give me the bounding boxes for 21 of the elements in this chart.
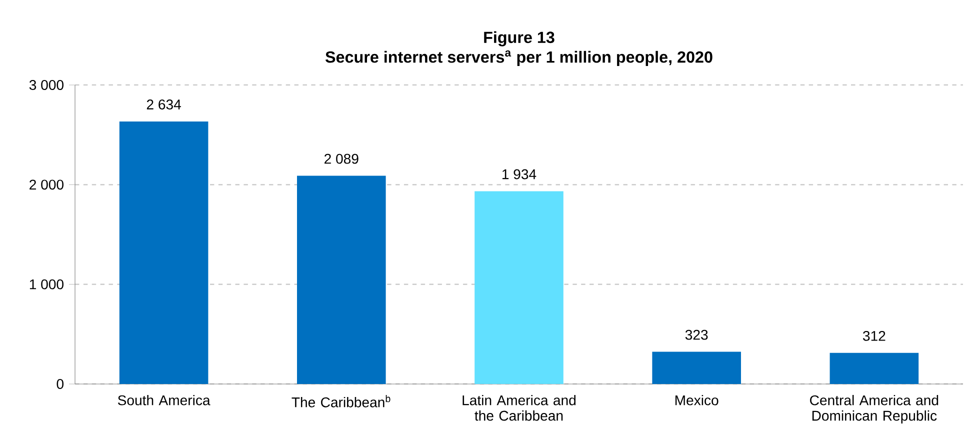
bar: [297, 176, 386, 384]
x-tick-label: The Caribbean$^{b}$: [292, 394, 390, 408]
x-tick-label: Central America and Dominican Republic: [810, 394, 938, 424]
data-label: 323: [685, 330, 708, 340]
bar: [474, 191, 564, 384]
data-label: 2 089: [324, 154, 358, 164]
x-tick-label: South America: [118, 394, 210, 406]
data-label: 1 934: [502, 169, 536, 180]
chart-title: Figure 13: [484, 31, 554, 46]
bar: [652, 352, 741, 384]
y-tick-label: 2 000: [30, 180, 64, 190]
data-label: 2 634: [146, 100, 181, 110]
bar: [830, 352, 919, 384]
chart-subtitle: Secure internet servers$^{a}$ per 1 million people, 2020: [325, 50, 712, 66]
data-label: 312: [862, 330, 886, 341]
x-tick-label: Mexico: [675, 394, 718, 406]
x-tick-label: Latin America and the Caribbean: [462, 394, 576, 421]
y-tick-label: 3 000: [29, 80, 64, 90]
y-tick-label: 0: [56, 379, 64, 389]
y-tick-label: 1 000: [30, 279, 64, 290]
bar: [119, 121, 208, 384]
